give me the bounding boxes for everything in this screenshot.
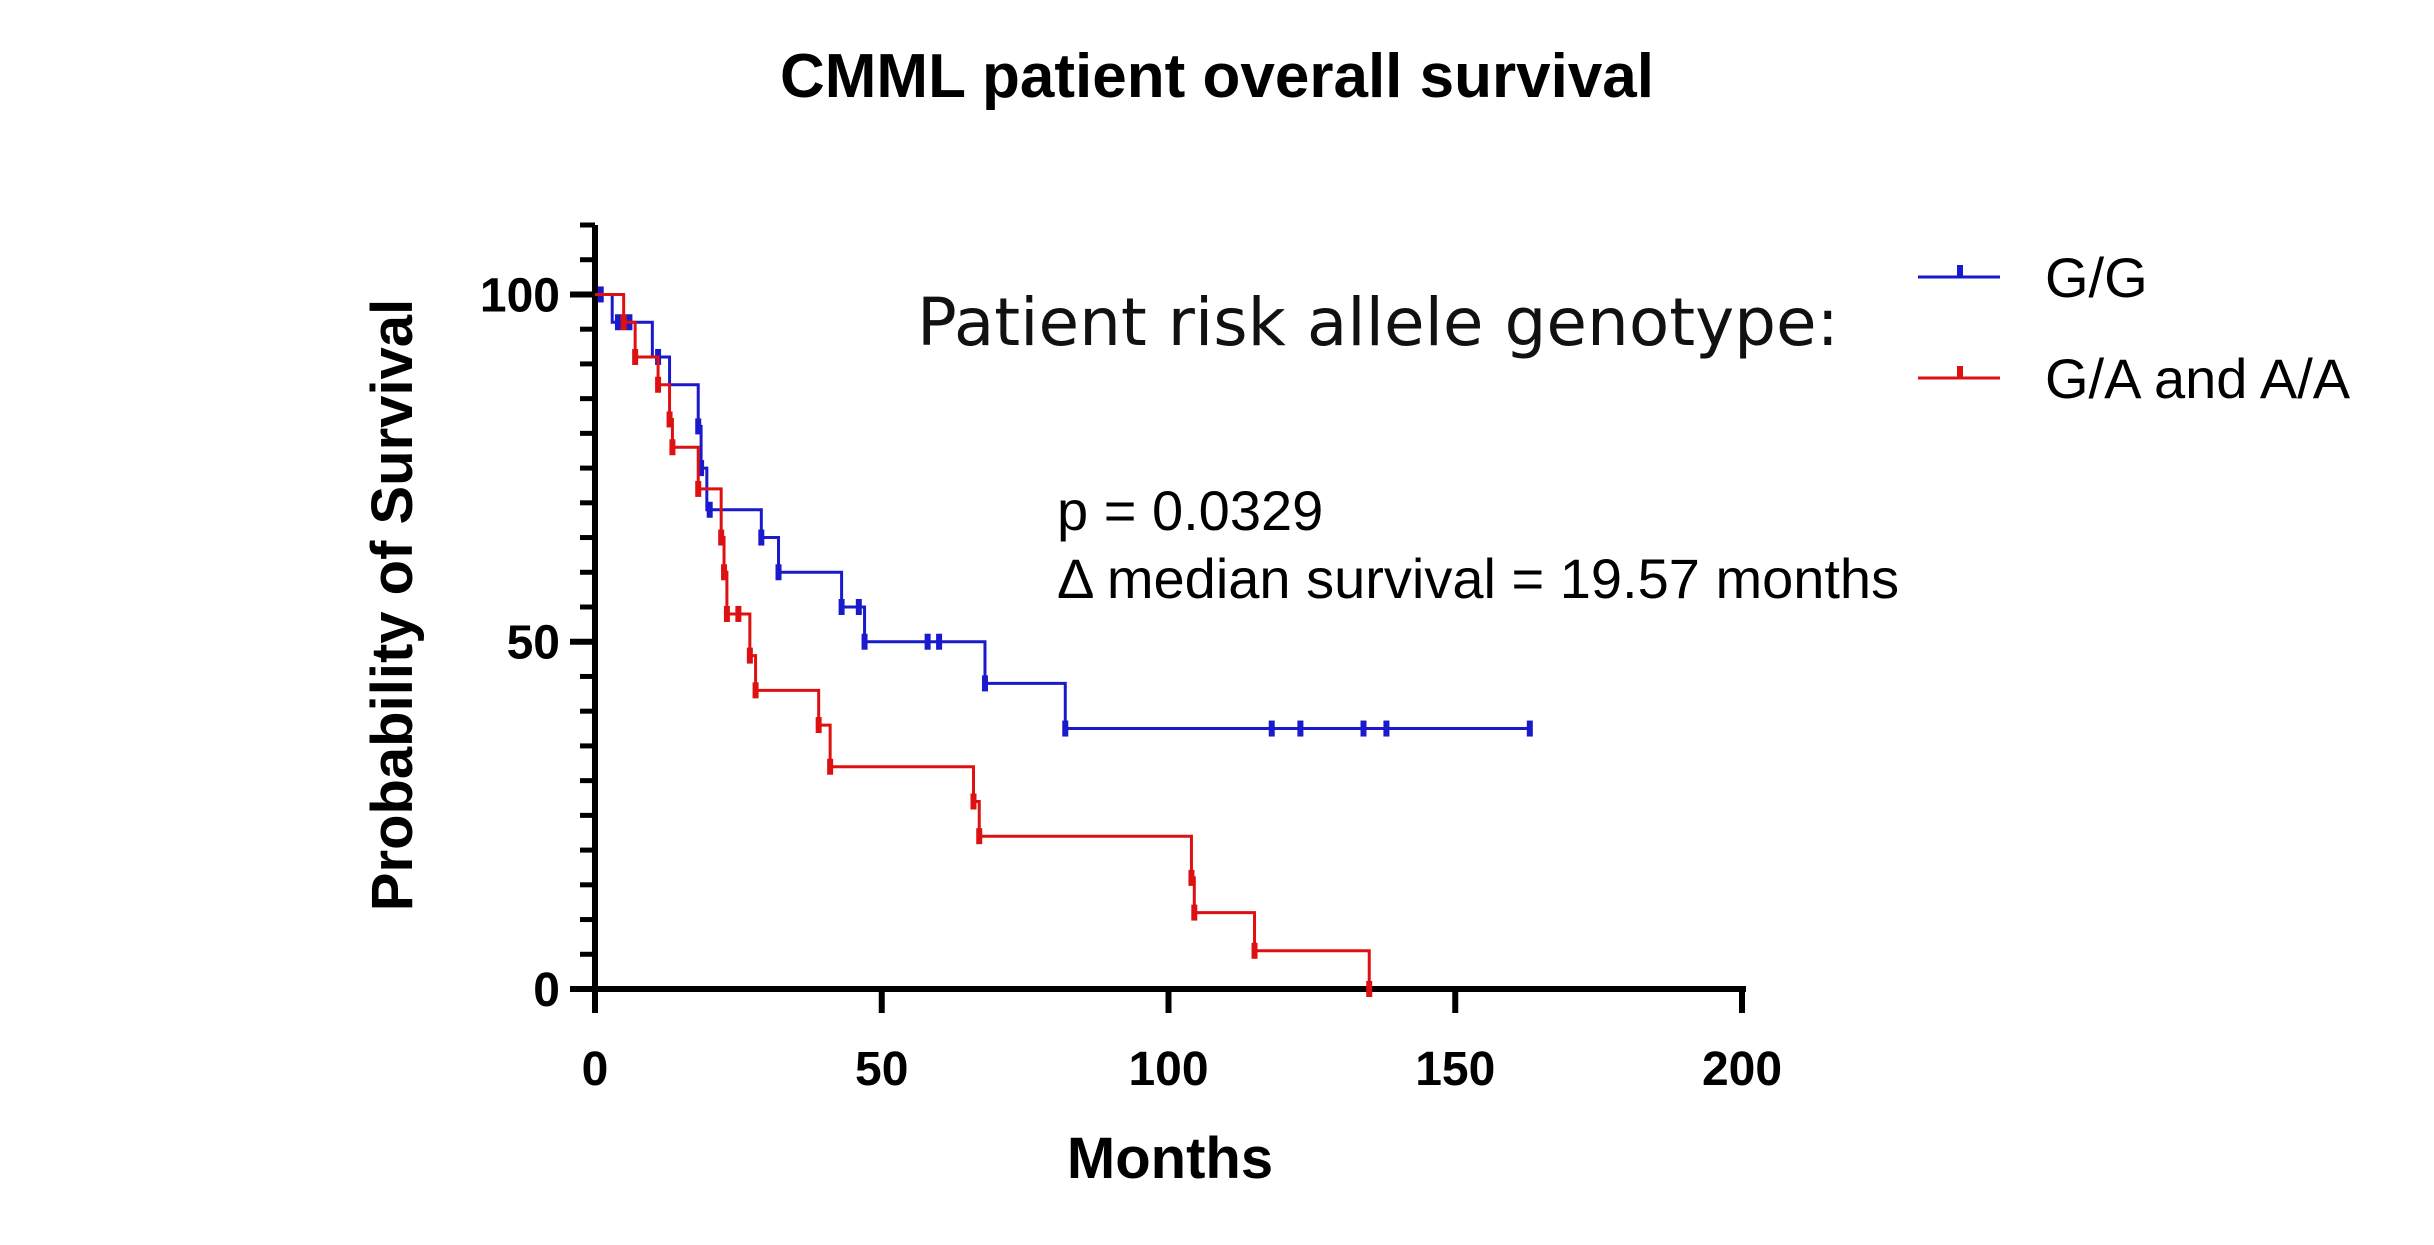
series-layer: [595, 286, 1533, 997]
y-tick-label: 50: [507, 617, 560, 670]
x-ticks: 0 50 100 150 200: [582, 989, 1782, 1096]
y-tick-label: 0: [533, 964, 560, 1017]
y-tick-label: 100: [480, 269, 560, 322]
x-tick-label: 100: [1128, 1043, 1208, 1096]
chart-title: CMML patient overall survival: [780, 42, 1654, 111]
y-ticks: 0 50 100: [480, 269, 595, 1017]
legend-label: G/G: [2045, 246, 2148, 309]
median-survival-annotation: Δ median survival = 19.57 months: [1057, 547, 1899, 610]
x-tick-label: 0: [582, 1043, 609, 1096]
axes: 0 50 100 150 200 0 50 100: [480, 222, 1782, 1096]
legend-label: G/A and A/A: [2045, 347, 2351, 410]
y-axis-title: Probability of Survival: [360, 299, 425, 911]
p-value-annotation: p = 0.0329: [1057, 479, 1323, 542]
legend: G/G G/A and A/A: [1918, 246, 2351, 410]
survival-curve: [595, 292, 1371, 989]
y-minor-ticks: [580, 222, 595, 957]
x-tick-label: 50: [855, 1043, 908, 1096]
x-axis-title: Months: [1067, 1126, 1273, 1191]
legend-title: Patient risk allele genotype:: [917, 284, 1839, 361]
legend-item: G/G: [1918, 246, 2148, 309]
legend-item: G/A and A/A: [1918, 347, 2351, 410]
x-tick-label: 150: [1415, 1043, 1495, 1096]
series-1: [595, 292, 1373, 997]
x-tick-label: 200: [1702, 1043, 1782, 1096]
